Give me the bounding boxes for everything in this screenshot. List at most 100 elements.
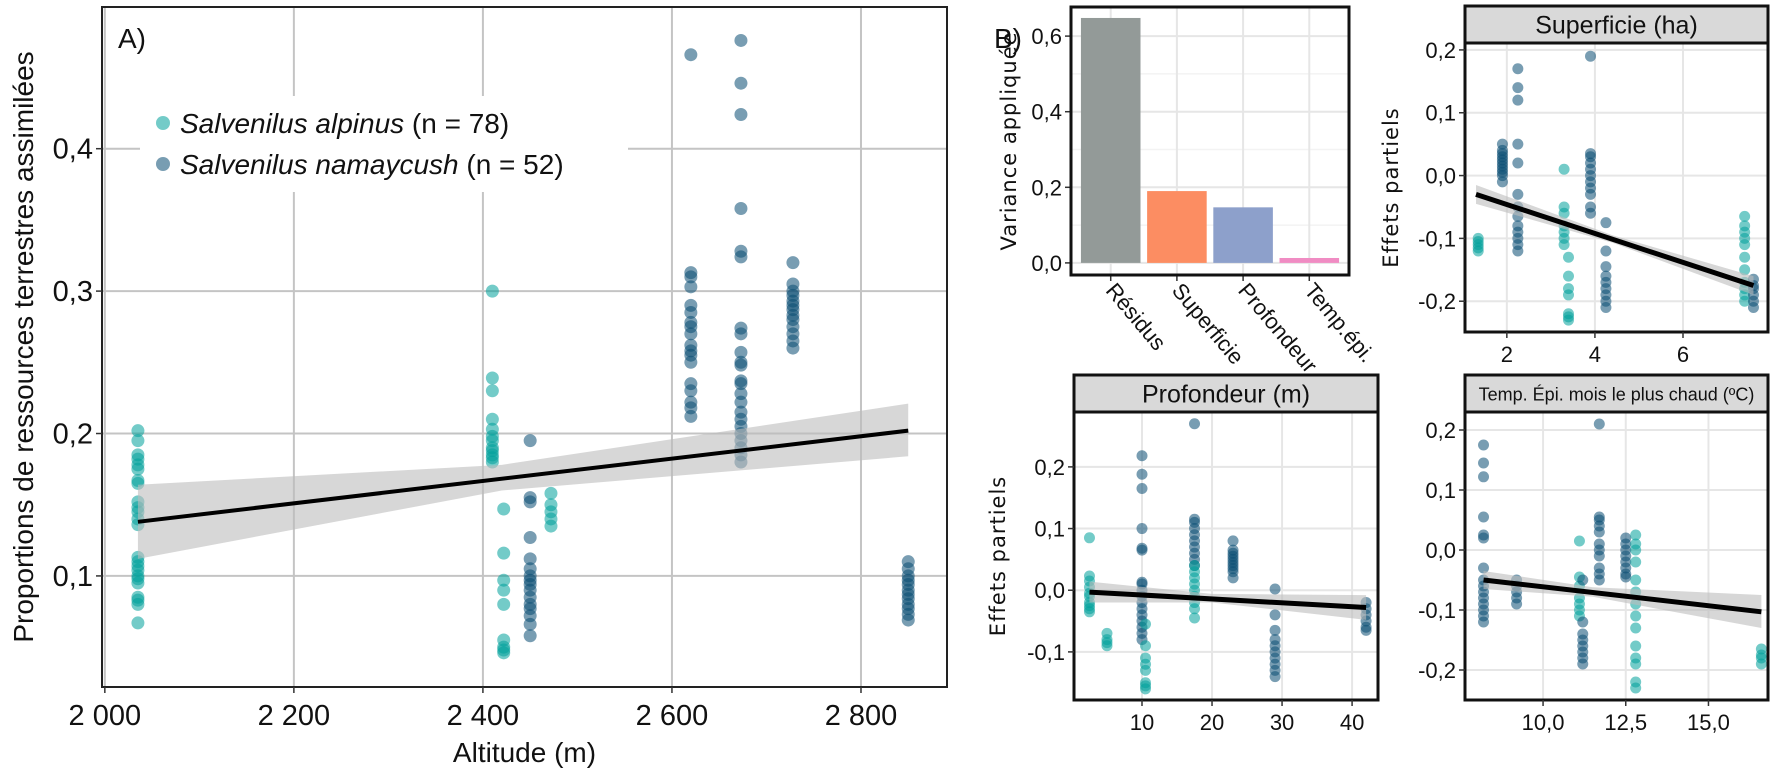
y-axis-title: Variance appliquée	[997, 31, 1021, 250]
confidence-band	[137, 403, 909, 559]
point-alpinus	[497, 502, 511, 516]
point-alpinus	[1140, 640, 1152, 652]
point-alpinus	[1083, 532, 1095, 544]
point-namaycush	[1747, 301, 1759, 313]
bar-1	[1147, 191, 1207, 263]
y-tick-label: 0,0	[1031, 251, 1062, 276]
facet-title: Profondeur (m)	[1142, 381, 1310, 409]
point-alpinus	[1573, 535, 1585, 547]
point-namaycush	[684, 409, 698, 423]
panel-border	[1069, 5, 1351, 277]
x-tick-label: 20	[1200, 710, 1224, 735]
point-namaycush	[734, 345, 748, 359]
x-tick-label: 2 600	[636, 700, 709, 732]
facet-strip	[1463, 4, 1770, 45]
legend-species: Salvenilus alpinus	[180, 108, 404, 139]
point-alpinus	[1630, 640, 1642, 652]
point-namaycush	[523, 552, 537, 566]
x-tick-label: 30	[1270, 710, 1294, 735]
regression-line	[1089, 589, 1367, 610]
x-tick-label: 2	[1501, 342, 1513, 367]
point-alpinus	[1739, 210, 1751, 222]
point-alpinus	[544, 486, 558, 500]
point-alpinus	[497, 573, 511, 587]
point-namaycush	[1600, 217, 1612, 229]
y-tick-label: 0,2	[1031, 175, 1062, 200]
point-namaycush	[1577, 616, 1589, 628]
point-namaycush	[1136, 450, 1148, 462]
point-alpinus	[1558, 239, 1570, 251]
point-alpinus	[1472, 245, 1484, 257]
point-alpinus	[131, 616, 145, 630]
point-namaycush	[734, 327, 748, 341]
point-namaycush	[1136, 544, 1148, 556]
point-namaycush	[1496, 176, 1508, 188]
y-tick-label: 0,6	[1031, 24, 1062, 49]
x-tick-label: 6	[1677, 342, 1689, 367]
point-alpinus	[485, 284, 499, 298]
point-alpinus	[131, 424, 145, 438]
point-namaycush	[1600, 245, 1612, 257]
point-namaycush	[1478, 439, 1490, 451]
point-namaycush	[684, 270, 698, 284]
legend-key-namaycush	[156, 157, 170, 171]
point-namaycush	[1620, 571, 1632, 583]
point-namaycush	[523, 629, 537, 643]
point-namaycush	[1585, 50, 1597, 62]
legend-space	[404, 108, 412, 139]
y-tick-label: -0,1	[1027, 640, 1065, 665]
point-alpinus	[1562, 314, 1574, 326]
x-tick-label: 2 800	[825, 700, 898, 732]
point-namaycush	[1512, 82, 1524, 94]
point-alpinus	[1083, 606, 1095, 618]
point-namaycush	[734, 108, 748, 122]
point-namaycush	[1478, 532, 1490, 544]
x-tick-label: 2 400	[447, 700, 520, 732]
bar-2	[1213, 207, 1273, 263]
x-tick-label: 4	[1589, 342, 1601, 367]
x-tick-label: 12,5	[1604, 710, 1647, 735]
y-tick-label: 0,2	[1034, 455, 1065, 480]
point-alpinus	[131, 597, 145, 611]
point-namaycush	[786, 256, 800, 270]
point-namaycush	[523, 530, 537, 544]
y-tick-label: 0,2	[1425, 38, 1456, 63]
point-alpinus	[497, 597, 511, 611]
y-tick-label: 0,0	[1034, 578, 1065, 603]
point-alpinus	[497, 546, 511, 560]
point-alpinus	[1755, 658, 1767, 670]
point-alpinus	[1189, 612, 1201, 624]
y-tick-label: 0,1	[53, 561, 93, 593]
point-namaycush	[734, 377, 748, 391]
point-namaycush	[1512, 63, 1524, 75]
y-tick-label: -0,2	[1418, 289, 1456, 314]
panel-border	[1072, 410, 1380, 702]
regression-line	[1483, 577, 1762, 615]
x-tick-label: 2 000	[69, 700, 142, 732]
point-alpinus	[1739, 251, 1751, 263]
point-alpinus	[485, 384, 499, 398]
point-namaycush	[1189, 418, 1201, 430]
y-tick-label: 0,2	[1425, 418, 1456, 443]
panel-tag: B)	[994, 23, 1022, 54]
point-namaycush	[1600, 261, 1612, 273]
y-tick-label: 0,4	[1031, 100, 1062, 125]
point-namaycush	[1512, 138, 1524, 150]
point-namaycush	[523, 434, 537, 448]
panel-border	[101, 6, 948, 688]
legend-count: (n = 78)	[412, 108, 509, 139]
point-namaycush	[734, 33, 748, 47]
point-namaycush	[1593, 550, 1605, 562]
point-namaycush	[1600, 301, 1612, 313]
point-namaycush	[1593, 418, 1605, 430]
point-alpinus	[131, 434, 145, 448]
y-tick-label: 0,4	[53, 134, 93, 166]
legend-species: Salvenilus namaycush	[180, 149, 459, 180]
y-tick-label: -0,2	[1418, 658, 1456, 683]
point-alpinus	[497, 583, 511, 597]
y-tick-label: 0,1	[1425, 101, 1456, 126]
point-namaycush	[1512, 245, 1524, 257]
legend: Salvenilus alpinus (n = 78) Salvenilus na…	[140, 96, 628, 192]
point-namaycush	[734, 358, 748, 372]
